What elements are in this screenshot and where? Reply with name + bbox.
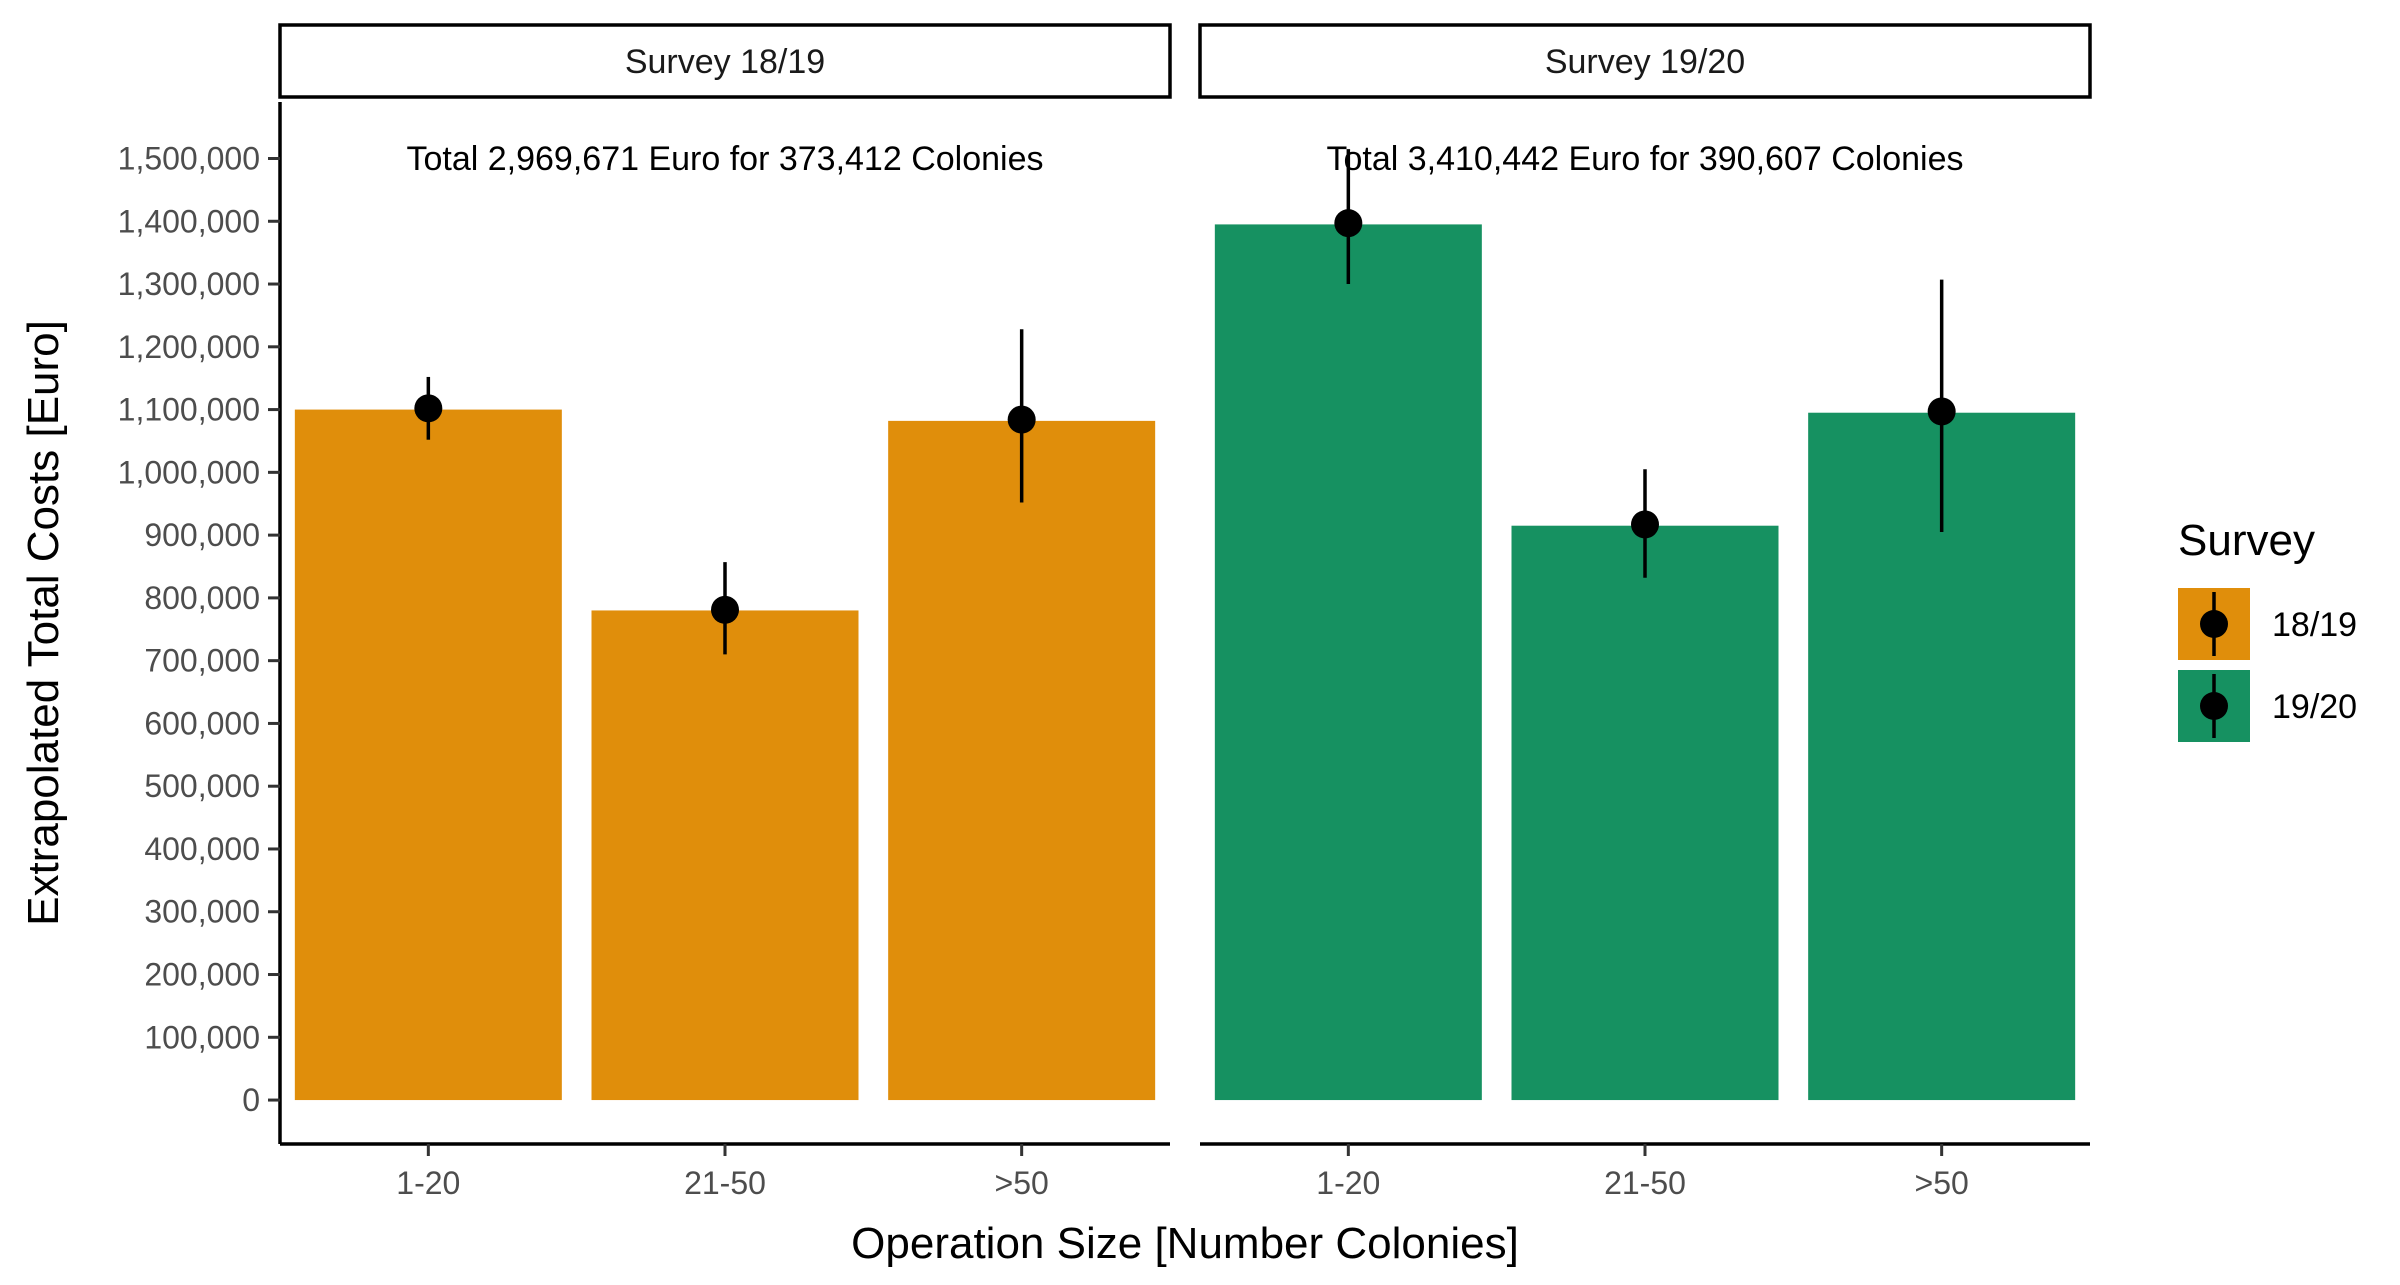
point-estimate [414,394,443,423]
legend-label: 19/20 [2272,688,2357,726]
x-tick-label: >50 [1915,1165,1969,1201]
bar [888,420,1156,1101]
point-estimate [1631,510,1659,539]
y-tick-label: 900,000 [144,517,260,553]
legend-key-point [2200,610,2228,638]
y-tick-label: 1,300,000 [118,266,260,302]
point-estimate [1334,209,1363,238]
legend-key-point [2200,692,2228,720]
y-tick-label: 1,100,000 [118,392,260,428]
y-tick-label: 1,200,000 [118,329,260,365]
x-axis-title: Operation Size [Number Colonies] [851,1219,1519,1268]
y-tick-label: 1,000,000 [118,454,260,490]
legend-label: 18/19 [2272,606,2357,644]
point-estimate [1927,397,1956,426]
y-axis-title: Extrapolated Total Costs [Euro] [19,320,68,926]
facet-strip-label: Survey 19/20 [1545,43,1745,81]
y-tick-label: 800,000 [144,580,260,616]
bar [1214,224,1482,1101]
x-tick-label: >50 [995,1165,1049,1201]
panel-annotation: Total 2,969,671 Euro for 373,412 Colonie… [406,140,1043,178]
bar [591,610,859,1101]
facet-strip [278,23,1172,99]
facet-strip [1198,23,2092,99]
bar [1511,525,1779,1101]
x-tick-label: 21-50 [684,1165,766,1201]
bar [294,409,562,1101]
y-tick-label: 700,000 [144,643,260,679]
legend-title: Survey [2178,516,2315,565]
y-tick-label: 1,500,000 [118,140,260,176]
y-tick-label: 500,000 [144,768,260,804]
facet-strip-label: Survey 18/19 [625,43,825,81]
y-tick-label: 600,000 [144,705,260,741]
panel-annotation: Total 3,410,442 Euro for 390,607 Colonie… [1326,140,1963,178]
point-estimate [711,595,739,624]
y-tick-label: 400,000 [144,831,260,867]
y-tick-label: 100,000 [144,1019,260,1055]
x-tick-label: 21-50 [1604,1165,1686,1201]
point-estimate [1007,405,1036,434]
x-tick-label: 1-20 [396,1165,460,1201]
y-tick-label: 200,000 [144,957,260,993]
y-tick-label: 1,400,000 [118,203,260,239]
x-tick-label: 1-20 [1316,1165,1380,1201]
y-tick-label: 0 [242,1082,260,1118]
y-tick-label: 300,000 [144,894,260,930]
